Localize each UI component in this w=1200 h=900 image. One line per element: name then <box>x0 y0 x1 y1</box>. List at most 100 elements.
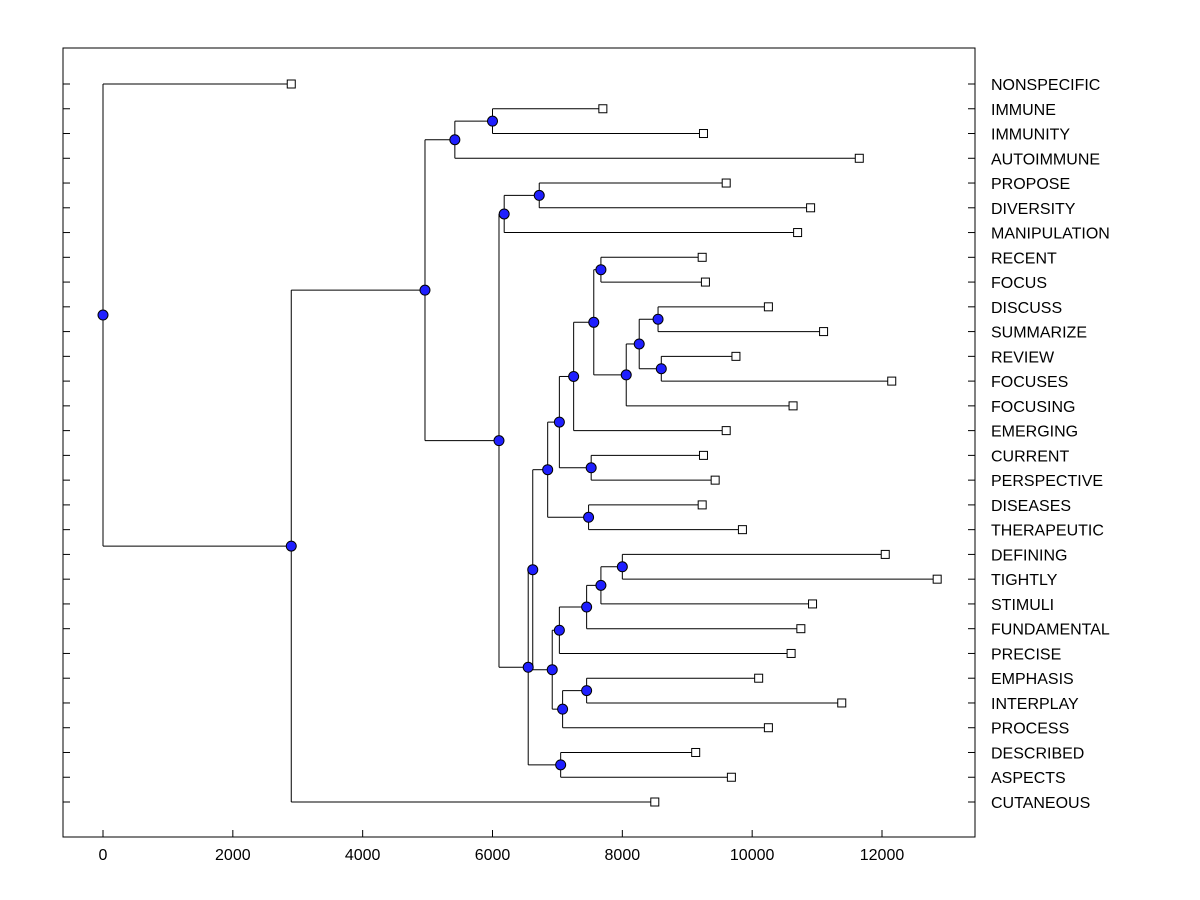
leaf-marker <box>697 252 707 262</box>
leaf-label: PROPOSE <box>991 176 1070 193</box>
merge-node-marker <box>588 316 600 328</box>
leaf-marker <box>887 376 897 386</box>
leaf-label: FOCUS <box>991 275 1047 292</box>
leaf-label: REVIEW <box>991 349 1055 366</box>
merge-node-marker <box>487 115 498 127</box>
leaf-marker <box>698 450 708 460</box>
merge-node-marker <box>419 284 431 296</box>
leaf-marker <box>793 228 803 238</box>
merge-node-marker <box>533 189 545 201</box>
leaf-marker <box>698 129 708 139</box>
merge-node-marker <box>449 134 461 146</box>
leaf-label: DIVERSITY <box>991 201 1076 218</box>
merge-node-marker <box>616 561 628 573</box>
leaf-marker <box>691 747 701 757</box>
merge-node-marker <box>655 363 667 375</box>
leaf-marker <box>700 277 710 287</box>
merge-node-marker <box>553 624 565 636</box>
leaf-marker <box>286 79 296 89</box>
merge-node-marker <box>542 464 554 476</box>
axis-ticks <box>63 83 975 837</box>
leaf-label: TIGHTLY <box>991 572 1058 589</box>
merge-node-marker <box>493 435 505 447</box>
leaf-marker <box>710 475 720 485</box>
leaf-marker <box>697 500 707 510</box>
leaf-label: DISEASES <box>991 498 1071 515</box>
leaf-marker <box>819 327 829 337</box>
leaf-marker <box>737 525 747 535</box>
leaf-marker <box>837 698 847 708</box>
leaf-label: IMMUNITY <box>991 127 1070 144</box>
leaf-marker <box>854 153 864 163</box>
node-markers <box>97 79 942 807</box>
merge-node-marker <box>568 370 580 382</box>
merge-node-marker <box>583 511 595 523</box>
merge-node-marker <box>581 601 593 613</box>
leaf-label: EMERGING <box>991 424 1078 441</box>
leaf-marker <box>721 178 731 188</box>
leaf-marker <box>726 772 736 782</box>
merge-node-marker <box>595 579 607 591</box>
leaf-label: INTERPLAY <box>991 696 1079 713</box>
dendrogram-links <box>102 83 938 803</box>
leaf-label: DEFINING <box>991 547 1067 564</box>
leaf-marker <box>788 401 798 411</box>
leaf-marker <box>763 723 773 733</box>
leaf-marker <box>880 549 890 559</box>
leaf-label: ASPECTS <box>991 770 1066 787</box>
merge-node-marker <box>595 264 607 276</box>
leaf-label: PROCESS <box>991 721 1069 738</box>
leaf-label: IMMUNE <box>991 102 1056 119</box>
leaf-labels: NONSPECIFIC IMMUNE IMMUNITY AUTOIMMUNE PROPO… <box>991 77 1110 812</box>
leaf-label: EMPHASIS <box>991 671 1074 688</box>
merge-node-marker <box>652 313 664 325</box>
leaf-label: PRECISE <box>991 646 1061 663</box>
leaf-label: FOCUSES <box>991 374 1068 391</box>
leaf-marker <box>598 104 608 114</box>
leaf-label: STIMULI <box>991 597 1054 614</box>
leaf-marker <box>731 351 741 361</box>
merge-node-marker <box>553 416 565 428</box>
leaf-marker <box>808 599 818 609</box>
x-tick-label: 6000 <box>475 847 511 864</box>
leaf-marker <box>763 302 773 312</box>
merge-node-marker <box>555 759 567 771</box>
x-tick-label: 2000 <box>215 847 251 864</box>
plot-frame <box>62 47 976 838</box>
merge-node-marker <box>546 664 558 676</box>
leaf-label: SUMMARIZE <box>991 325 1087 342</box>
x-tick-label: 12000 <box>860 847 905 864</box>
leaf-marker <box>650 797 660 807</box>
leaf-label: THERAPEUTIC <box>991 523 1104 540</box>
leaf-label: FUNDAMENTAL <box>991 622 1110 639</box>
leaf-label: CUTANEOUS <box>991 795 1090 812</box>
x-tick-label: 10000 <box>730 847 775 864</box>
leaf-label: MANIPULATION <box>991 226 1110 243</box>
leaf-marker <box>796 624 806 634</box>
leaf-label: AUTOIMMUNE <box>991 151 1100 168</box>
leaf-label: PERSPECTIVE <box>991 473 1103 490</box>
merge-node-marker <box>633 338 645 350</box>
x-tick-label: 0 <box>99 847 108 864</box>
leaf-label: NONSPECIFIC <box>991 77 1100 94</box>
leaf-label: DESCRIBED <box>991 745 1084 762</box>
merge-node-marker <box>581 685 593 697</box>
leaf-label: RECENT <box>991 250 1057 267</box>
merge-node-marker <box>498 208 510 220</box>
merge-node-marker <box>585 462 597 474</box>
merge-node-marker <box>620 369 632 381</box>
leaf-marker <box>754 673 764 683</box>
merge-node-marker <box>522 661 534 673</box>
x-tick-label: 4000 <box>345 847 381 864</box>
leaf-marker <box>806 203 816 213</box>
merge-node-marker <box>557 703 569 715</box>
leaf-label: CURRENT <box>991 448 1069 465</box>
merge-node-marker <box>97 309 109 321</box>
leaf-label: DISCUSS <box>991 300 1062 317</box>
merge-node-marker <box>285 540 297 552</box>
leaf-label: FOCUSING <box>991 399 1075 416</box>
leaf-marker <box>721 426 731 436</box>
merge-node-marker <box>527 564 539 576</box>
x-tick-label: 8000 <box>605 847 641 864</box>
